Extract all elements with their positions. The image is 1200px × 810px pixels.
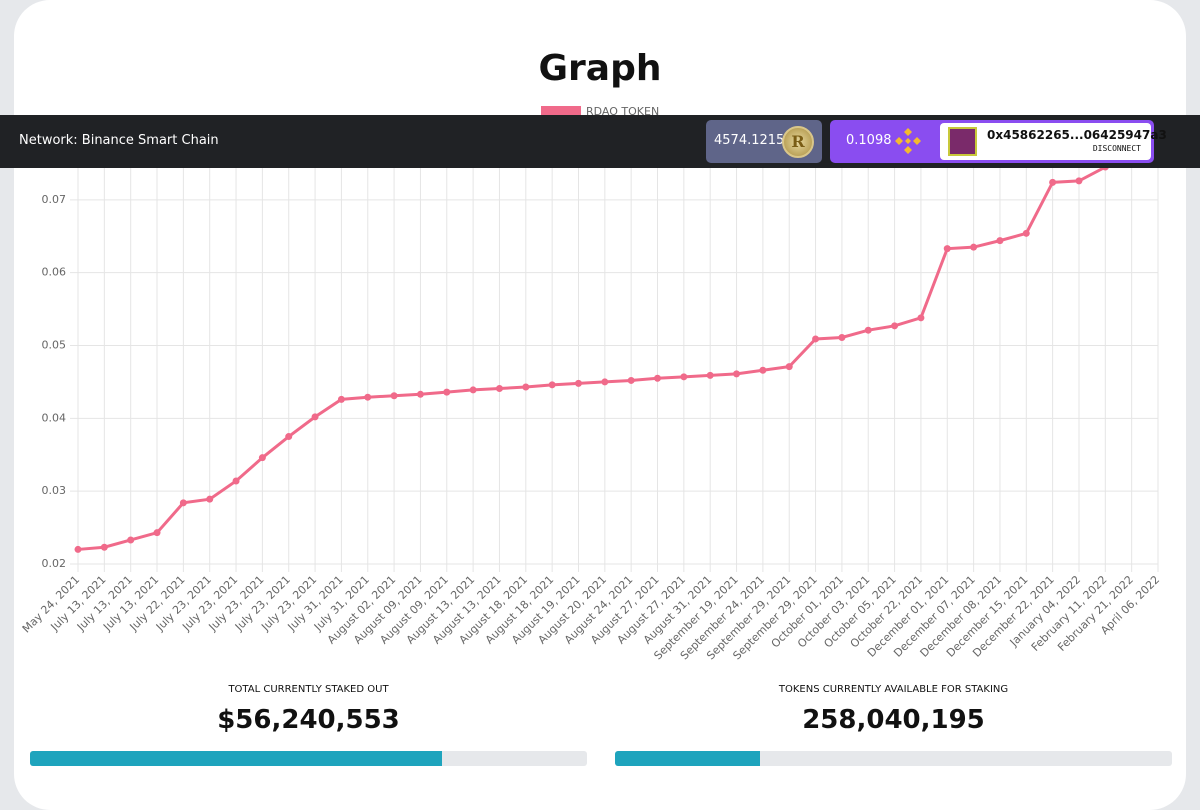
point (416, 390, 424, 398)
stat: TOKENS CURRENTLY AVAILABLE FOR STAKING 2… (615, 684, 1172, 766)
token-balance: 4574.1215 R (706, 120, 822, 163)
point (654, 374, 662, 382)
stat-label: TOTAL CURRENTLY STAKED OUT (228, 684, 389, 695)
point (337, 395, 345, 403)
point (258, 454, 266, 462)
point (100, 543, 108, 551)
point (627, 376, 635, 384)
point (574, 379, 582, 387)
point (522, 383, 530, 391)
y-tick-label: 0.06 (42, 266, 67, 279)
y-tick-label: 0.07 (42, 193, 67, 206)
point (285, 433, 293, 441)
navbar: Network: Binance Smart Chain 4574.1215 R … (0, 115, 1200, 168)
bnb-icon (895, 128, 921, 154)
avatar (948, 127, 977, 156)
chart-title: Graph (539, 48, 662, 89)
point (548, 381, 556, 389)
stat-label: TOKENS CURRENTLY AVAILABLE FOR STAKING (778, 684, 1009, 695)
point (127, 536, 135, 544)
coin-icon: R (782, 126, 814, 158)
y-tick-label: 0.05 (42, 339, 67, 352)
point (153, 529, 161, 537)
point (1049, 178, 1057, 186)
bnb-balance: 0.1098 0x45862265...06425947a3 DISCONNEC… (830, 120, 1167, 163)
point (311, 413, 319, 421)
y-tick-label: 0.03 (42, 484, 67, 497)
point (179, 499, 187, 507)
line (77, 165, 1107, 551)
progress-track (615, 751, 1172, 766)
point (680, 373, 688, 381)
point (733, 370, 741, 378)
point (996, 237, 1004, 245)
point (864, 326, 872, 334)
point (891, 322, 899, 330)
y-tick-label: 0.04 (42, 411, 67, 424)
point (364, 393, 372, 401)
bnb-text: 0.1098 (846, 133, 892, 148)
wallet-button[interactable]: 0x45862265...06425947a3 DISCONNECT (940, 123, 1167, 160)
point (785, 363, 793, 371)
legend-swatch (541, 106, 581, 116)
disconnect[interactable]: DISCONNECT (1092, 144, 1141, 153)
y-tick-label: 0.02 (42, 557, 67, 570)
point (469, 386, 477, 394)
stat-value: 258,040,195 (802, 705, 985, 735)
point (390, 392, 398, 400)
point (601, 378, 609, 386)
point (706, 371, 714, 379)
network: Network: Binance Smart Chain (19, 133, 219, 148)
point (970, 243, 978, 251)
point (1075, 177, 1083, 185)
progress-fill (30, 751, 443, 766)
point (232, 477, 240, 485)
balance-text: 4574.1215 (714, 133, 785, 148)
legend-label: RDAO TOKEN (586, 105, 659, 118)
progress-track (30, 751, 587, 766)
point (917, 314, 925, 322)
progress-fill (615, 751, 760, 766)
point (443, 388, 451, 396)
stat-value: $56,240,553 (217, 705, 400, 735)
stat: TOTAL CURRENTLY STAKED OUT $56,240,553 (30, 684, 587, 766)
point (812, 335, 820, 343)
point (74, 545, 82, 553)
address: 0x45862265...06425947a3 (987, 128, 1167, 142)
point (1022, 229, 1030, 237)
point (495, 384, 503, 392)
point (838, 333, 846, 341)
point (943, 245, 951, 253)
point (759, 366, 767, 374)
point (206, 495, 214, 503)
